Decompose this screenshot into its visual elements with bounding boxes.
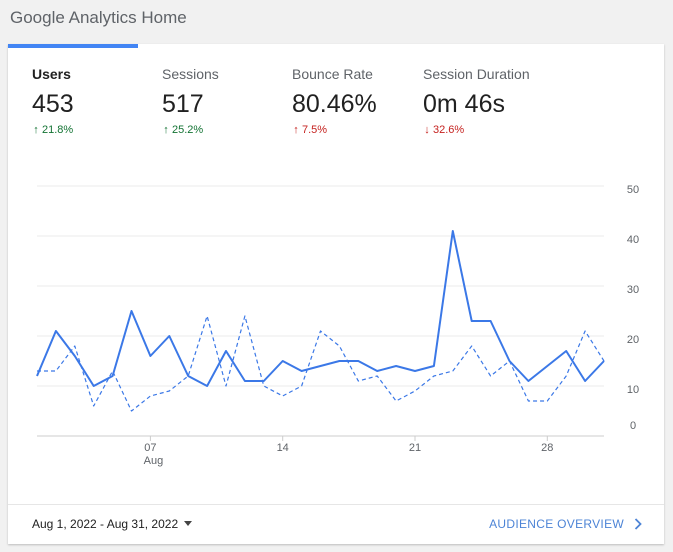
caret-down-icon — [184, 521, 193, 526]
metric-label: Users — [32, 66, 71, 82]
y-tick-label: 30 — [627, 284, 639, 296]
metric-value: 453 — [32, 90, 74, 118]
metric-change-value: 32.6% — [433, 124, 465, 136]
date-range-label: Aug 1, 2022 - Aug 31, 2022 — [32, 517, 179, 531]
arrow-down-icon: ↓ — [424, 124, 430, 136]
chevron-right-icon — [634, 518, 642, 530]
metric-label: Session Duration — [423, 66, 530, 82]
metric-change-value: 25.2% — [172, 124, 204, 136]
x-tick-label: 14 — [277, 442, 289, 454]
arrow-up-icon: ↑ — [293, 124, 299, 136]
y-tick-label: 10 — [627, 384, 639, 396]
x-tick-label: 28 — [541, 442, 553, 454]
metric-users[interactable]: Users 453 ↑ 21.8% — [32, 66, 74, 136]
audience-overview-link[interactable]: AUDIENCE OVERVIEW — [489, 517, 642, 531]
x-tick-label: 07 — [144, 442, 156, 454]
metric-value: 80.46% — [292, 90, 377, 118]
x-tick-sublabel: Aug — [144, 455, 164, 467]
active-tab-indicator — [8, 44, 138, 48]
metric-change: ↓ 32.6% — [423, 124, 530, 136]
audience-overview-label: AUDIENCE OVERVIEW — [489, 517, 624, 531]
metric-label: Bounce Rate — [292, 66, 373, 82]
metric-session-duration[interactable]: Session Duration 0m 46s ↓ 32.6% — [423, 66, 530, 136]
series-line-previous-period — [37, 315, 605, 412]
y-tick-label: 20 — [627, 334, 639, 346]
metric-change: ↑ 7.5% — [292, 124, 377, 136]
metric-change-value: 7.5% — [302, 124, 328, 136]
metric-bounce-rate[interactable]: Bounce Rate 80.46% ↑ 7.5% — [292, 66, 377, 136]
y-tick-label: 40 — [627, 234, 639, 246]
metric-value: 517 — [162, 90, 204, 118]
analytics-card: Users 453 ↑ 21.8% Sessions 517 ↑ 25.2% Bou… — [8, 44, 664, 544]
metric-sessions[interactable]: Sessions 517 ↑ 25.2% — [162, 66, 219, 136]
metric-change: ↑ 21.8% — [32, 124, 74, 136]
metric-label: Sessions — [162, 66, 219, 82]
x-tick-label: 21 — [409, 442, 421, 454]
arrow-up-icon: ↑ — [163, 124, 169, 136]
y-tick-label: 0 — [630, 420, 636, 432]
series-line-current-period — [36, 230, 605, 387]
y-tick-label: 50 — [627, 184, 639, 196]
card-footer: Aug 1, 2022 - Aug 31, 2022 AUDIENCE OVER… — [8, 504, 664, 544]
page-title: Google Analytics Home — [10, 8, 187, 27]
date-range-selector[interactable]: Aug 1, 2022 - Aug 31, 2022 — [32, 517, 193, 531]
metric-change-value: 21.8% — [42, 124, 74, 136]
metric-change: ↑ 25.2% — [162, 124, 219, 136]
arrow-up-icon: ↑ — [33, 124, 39, 136]
metric-value: 0m 46s — [423, 90, 505, 118]
